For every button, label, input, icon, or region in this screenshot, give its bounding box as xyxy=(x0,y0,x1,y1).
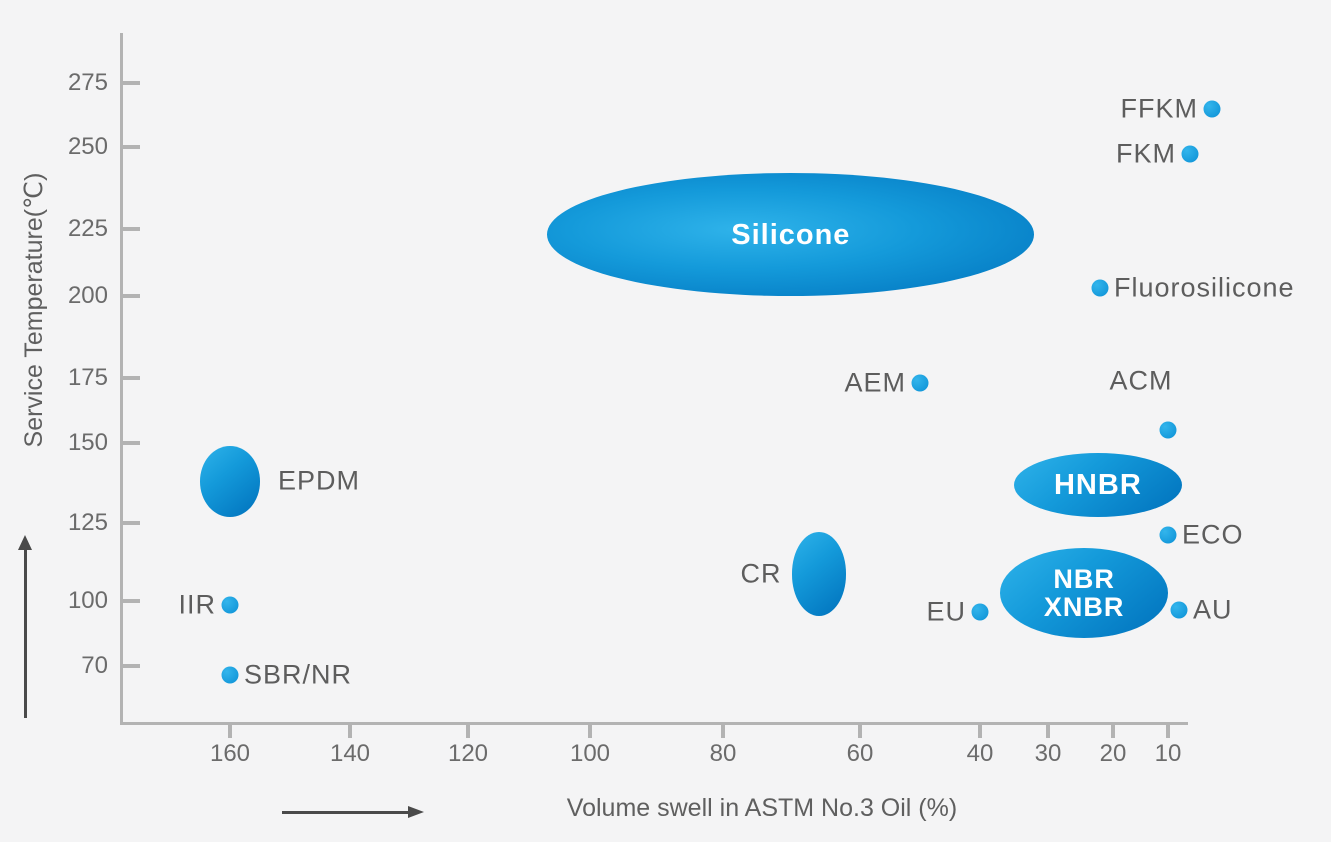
y-tick-mark xyxy=(123,294,140,298)
y-tick-mark xyxy=(123,521,140,525)
region-cr xyxy=(791,532,847,617)
point-acm xyxy=(1159,421,1177,439)
region-label-silicone: Silicone xyxy=(731,218,851,251)
y-axis-title: Service Temperature(℃) xyxy=(20,172,48,448)
point-iir xyxy=(221,596,239,614)
y-axis-line xyxy=(120,33,123,725)
y-tick-label: 150 xyxy=(67,429,108,456)
label-eu: EU xyxy=(926,596,966,627)
x-tick-mark xyxy=(858,725,862,738)
y-tick-label: 275 xyxy=(67,69,108,96)
y-tick-mark xyxy=(123,441,140,445)
y-tick-label: 125 xyxy=(67,509,108,536)
label-eco: ECO xyxy=(1182,519,1244,550)
x-tick-mark xyxy=(588,725,592,738)
x-tick-label: 160 xyxy=(209,740,251,767)
x-tick-mark xyxy=(1166,725,1170,738)
y-tick-mark xyxy=(123,599,140,603)
region-label-cr: CR xyxy=(740,558,782,589)
region-hnbr: HNBR xyxy=(1014,452,1182,517)
label-au: AU xyxy=(1193,594,1233,625)
label-fkm: FKM xyxy=(1116,138,1176,169)
label-iir: IIR xyxy=(178,589,216,620)
x-tick-label: 60 xyxy=(846,740,874,767)
y-tick-label: 175 xyxy=(67,364,108,391)
x-tick-mark xyxy=(1046,725,1050,738)
y-tick-label: 200 xyxy=(67,282,108,309)
y-tick-label: 70 xyxy=(81,652,108,679)
x-tick-label: 20 xyxy=(1099,740,1127,767)
point-eco xyxy=(1159,526,1177,544)
x-axis-line xyxy=(120,722,1188,725)
x-tick-label: 100 xyxy=(569,740,611,767)
x-tick-mark xyxy=(1111,725,1115,738)
y-tick-label: 250 xyxy=(67,133,108,160)
up-arrow-icon xyxy=(24,548,27,718)
y-tick-mark xyxy=(123,81,140,85)
label-sbr-nr: SBR/NR xyxy=(244,659,353,690)
y-tick-label: 225 xyxy=(67,215,108,242)
region-silicone: Silicone xyxy=(547,173,1035,296)
x-tick-label: 140 xyxy=(329,740,371,767)
region-label-epdm: EPDM xyxy=(278,465,361,496)
x-tick-mark xyxy=(348,725,352,738)
point-aem xyxy=(911,374,929,392)
y-tick-mark xyxy=(123,664,140,668)
right-arrow-head-icon xyxy=(408,806,424,818)
right-arrow-icon xyxy=(282,811,409,814)
label-ffkm: FFKM xyxy=(1120,93,1198,124)
x-tick-label: 30 xyxy=(1034,740,1062,767)
region-nbr-xnbr: NBR XNBR xyxy=(1000,547,1168,638)
x-tick-mark xyxy=(466,725,470,738)
point-fkm xyxy=(1181,145,1199,163)
point-au xyxy=(1170,601,1188,619)
x-tick-label: 80 xyxy=(709,740,737,767)
region-label-nbr-xnbr: NBR XNBR xyxy=(1043,563,1125,622)
y-tick-mark xyxy=(123,227,140,231)
region-label-hnbr: HNBR xyxy=(1053,468,1142,501)
x-tick-mark xyxy=(978,725,982,738)
x-tick-label: 40 xyxy=(966,740,994,767)
x-tick-mark xyxy=(228,725,232,738)
x-axis-title: Volume swell in ASTM No.3 Oil (%) xyxy=(566,794,958,822)
region-epdm xyxy=(200,446,260,517)
y-tick-label: 100 xyxy=(67,587,108,614)
label-fluorosilicone: Fluorosilicone xyxy=(1114,272,1295,303)
point-eu xyxy=(971,603,989,621)
label-acm: ACM xyxy=(1109,365,1173,396)
point-sbr-nr xyxy=(221,666,239,684)
x-tick-label: 10 xyxy=(1154,740,1182,767)
point-ffkm xyxy=(1203,100,1221,118)
x-tick-label: 120 xyxy=(447,740,489,767)
y-tick-mark xyxy=(123,376,140,380)
label-aem: AEM xyxy=(844,367,906,398)
y-tick-mark xyxy=(123,145,140,149)
up-arrow-head-icon xyxy=(18,535,32,550)
x-tick-mark xyxy=(721,725,725,738)
point-fluorosilicone xyxy=(1091,279,1109,297)
